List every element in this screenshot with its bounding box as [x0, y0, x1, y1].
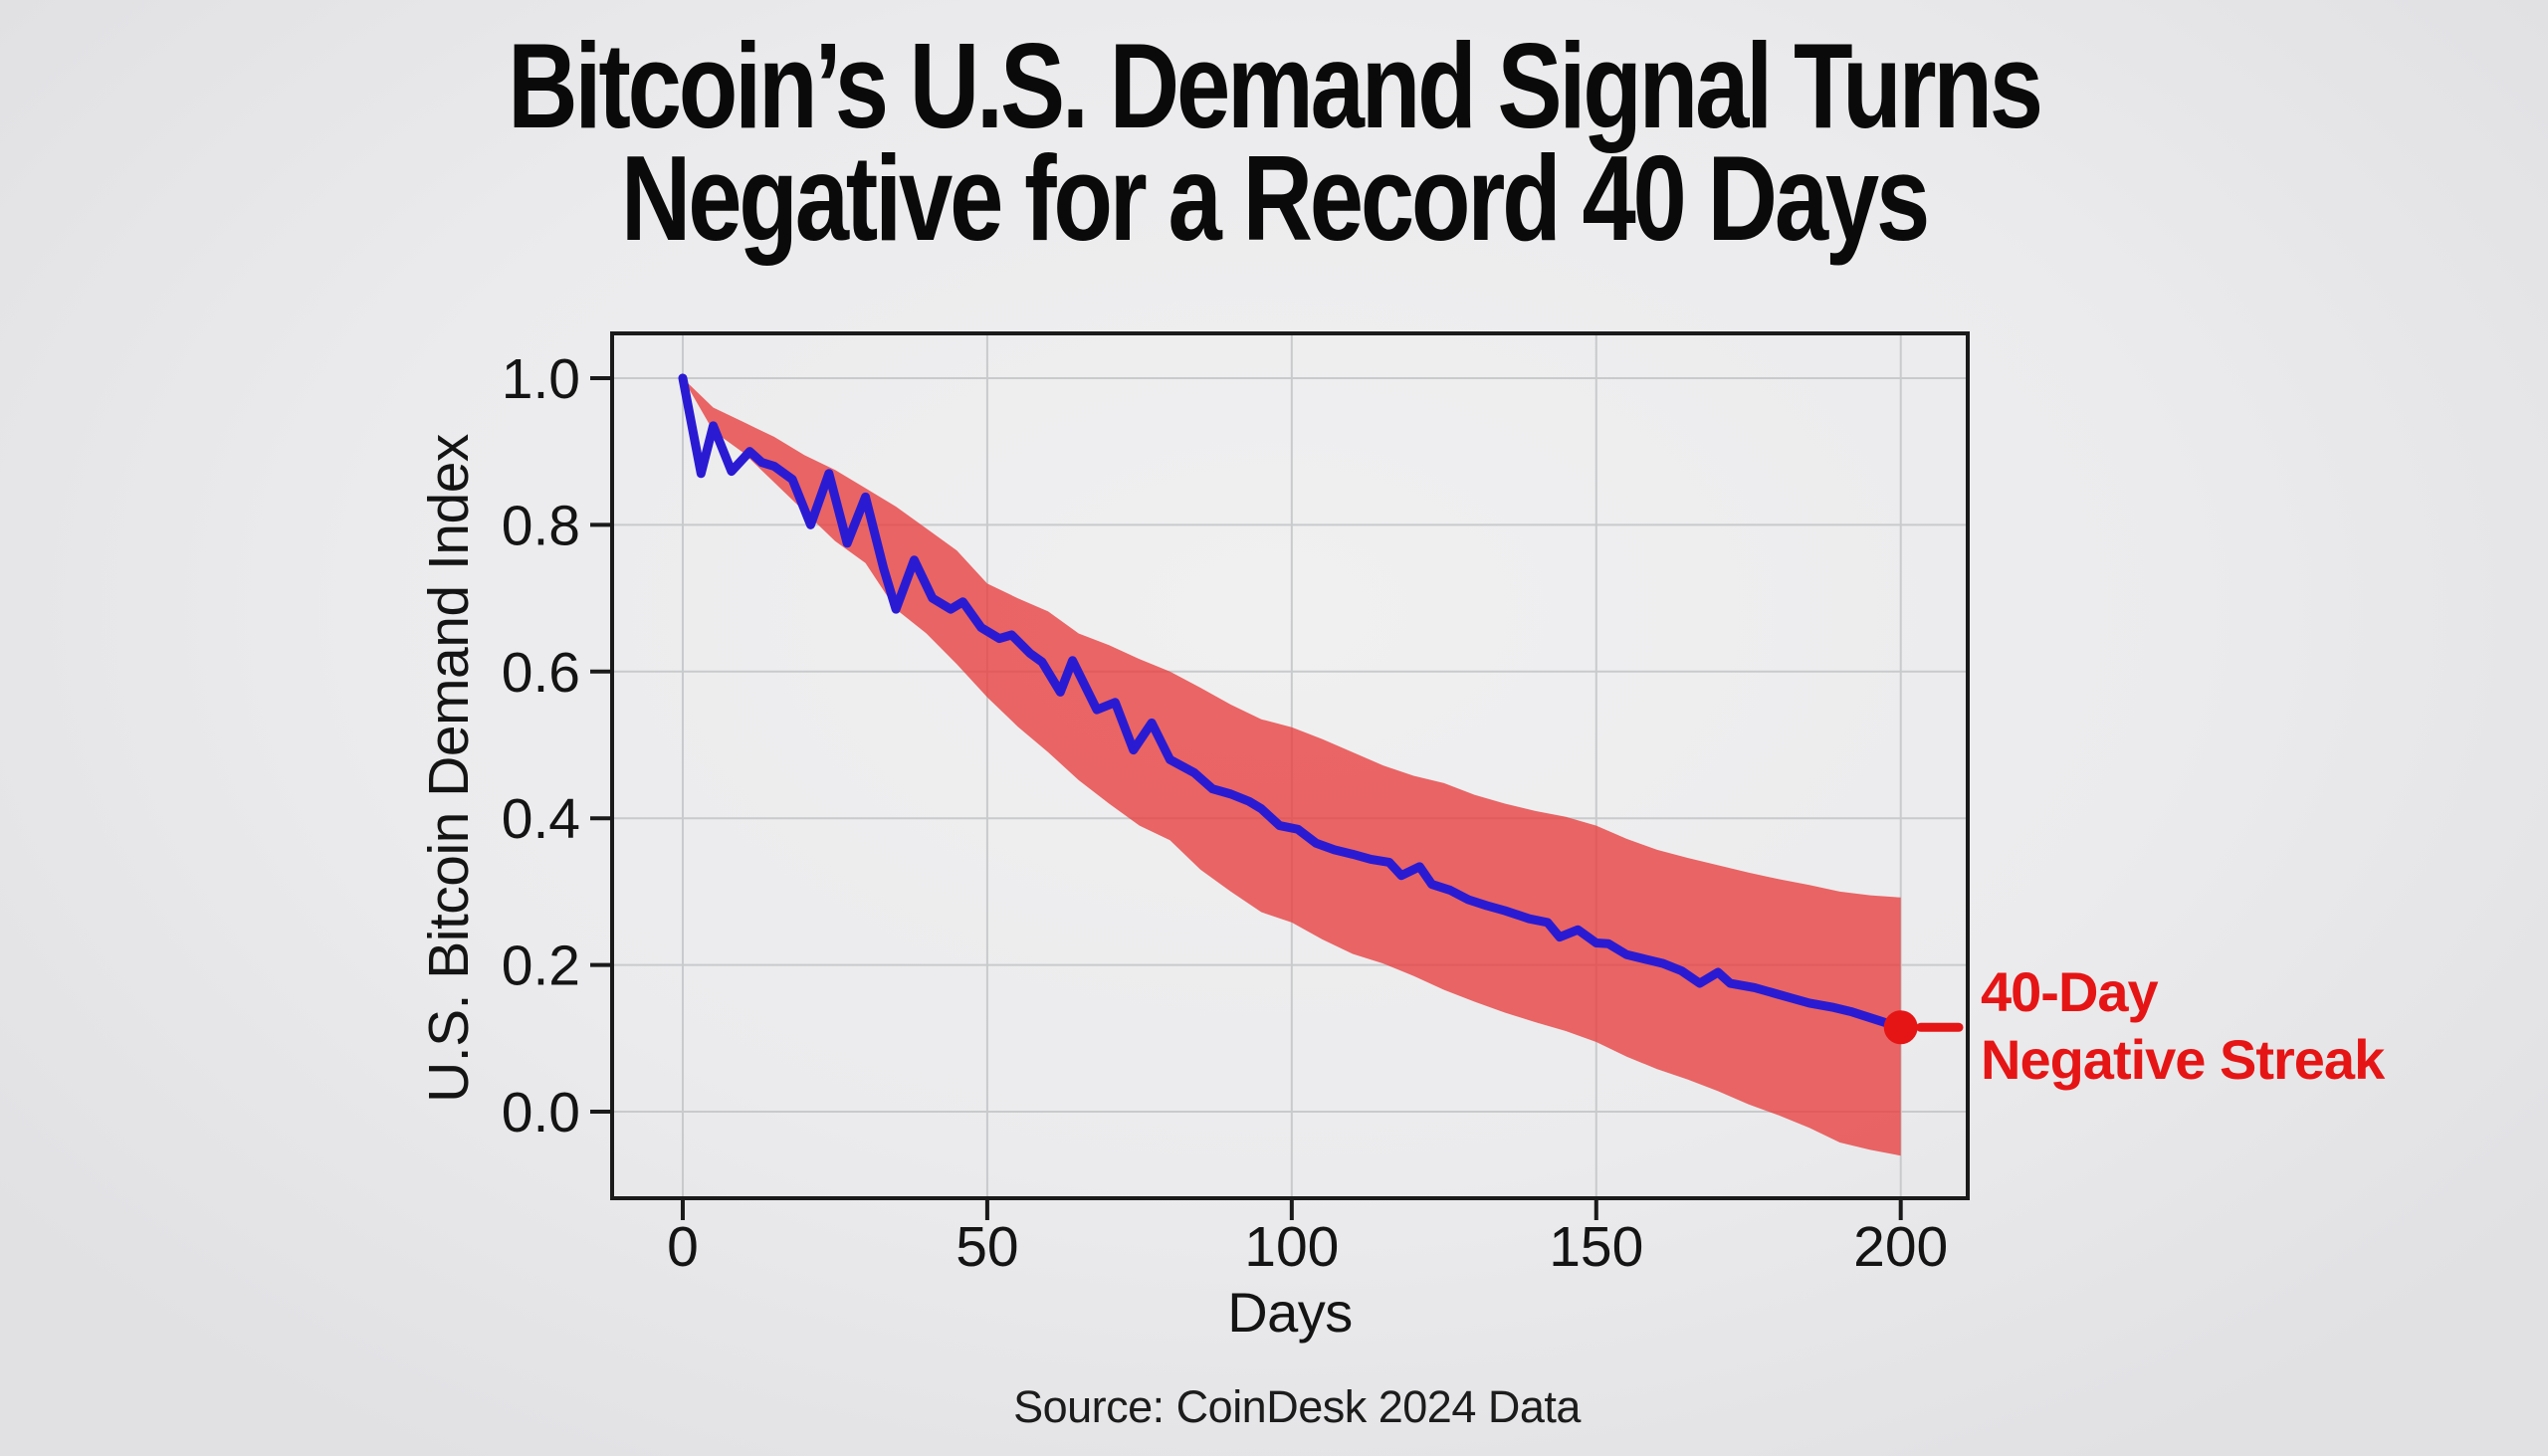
title-line-2: Negative for a Record 40 Days: [620, 130, 1930, 267]
demand-index-line: [678, 373, 1906, 1032]
annotation-dot: [1883, 1010, 1918, 1045]
title-line-1: Bitcoin’s U.S. Demand Signal Turns: [508, 18, 2043, 153]
y-axis-label: U.S. Bitcoin Demand Index: [417, 434, 481, 1103]
source-credit: Source: CoinDesk 2024 Data: [1013, 1381, 1581, 1432]
gridlines: [612, 333, 1968, 1198]
chart-title: Bitcoin’s U.S. Demand Signal Turns Negat…: [255, 18, 2293, 267]
x-tick-label-50: 50: [956, 1215, 1018, 1279]
uncertainty-band: [682, 377, 1901, 1156]
annotation-line-1: 40-Day: [1981, 960, 2159, 1023]
annotation-line-2: Negative Streak: [1981, 1028, 2386, 1091]
axis-ticks: [590, 375, 1903, 1220]
x-tick-label-0: 0: [667, 1215, 699, 1279]
y-tick-label-0.2: 0.2: [502, 935, 580, 998]
x-tick-label-100: 100: [1244, 1215, 1339, 1279]
plot-border: [610, 331, 1970, 1200]
y-tick-label-0.4: 0.4: [502, 787, 580, 851]
y-tick-label-0.8: 0.8: [502, 494, 580, 557]
y-tick-label-0.0: 0.0: [502, 1081, 580, 1144]
x-axis-label: Days: [1227, 1281, 1353, 1344]
y-tick-label-1.0: 1.0: [502, 347, 580, 411]
x-tick-label-200: 200: [1853, 1215, 1948, 1279]
axis-tick-labels: 0 50 100 150 200 1.0 0.8 0.6 0.4 0.2 0.0: [502, 347, 1949, 1279]
x-tick-label-150: 150: [1549, 1215, 1643, 1279]
y-tick-label-0.6: 0.6: [502, 641, 580, 705]
